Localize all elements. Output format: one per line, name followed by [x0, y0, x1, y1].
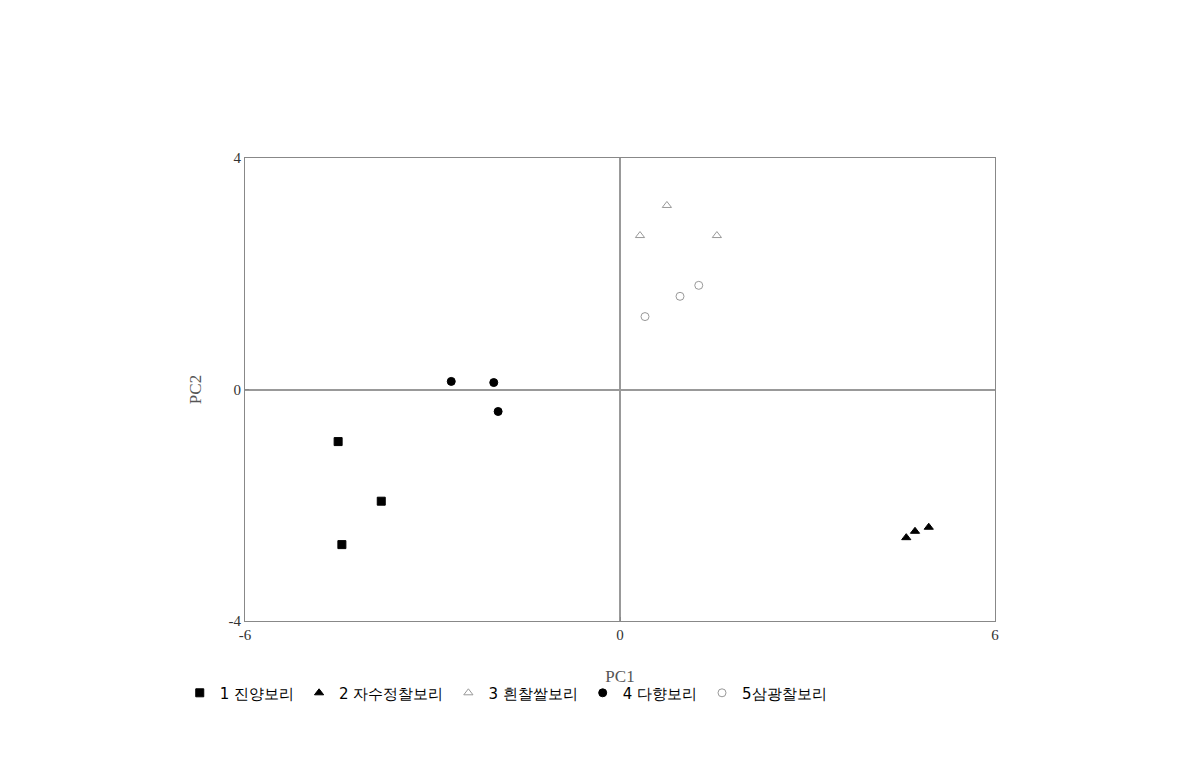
svg-text:5삼광찰보리: 5삼광찰보리	[742, 685, 827, 703]
svg-text:2 자수정찰보리: 2 자수정찰보리	[339, 685, 443, 703]
svg-text:0: 0	[234, 382, 242, 398]
svg-text:PC1: PC1	[605, 667, 634, 686]
svg-text:-4: -4	[229, 613, 242, 629]
svg-text:0: 0	[616, 627, 624, 643]
svg-text:4 다향보리: 4 다향보리	[623, 685, 697, 703]
svg-text:3 흰찰쌀보리: 3 흰찰쌀보리	[488, 685, 577, 703]
svg-text:1 진양보리: 1 진양보리	[220, 685, 294, 703]
svg-text:-6: -6	[239, 627, 252, 643]
svg-text:6: 6	[991, 627, 999, 643]
svg-text:PC2: PC2	[186, 375, 205, 404]
svg-text:4: 4	[234, 150, 242, 166]
